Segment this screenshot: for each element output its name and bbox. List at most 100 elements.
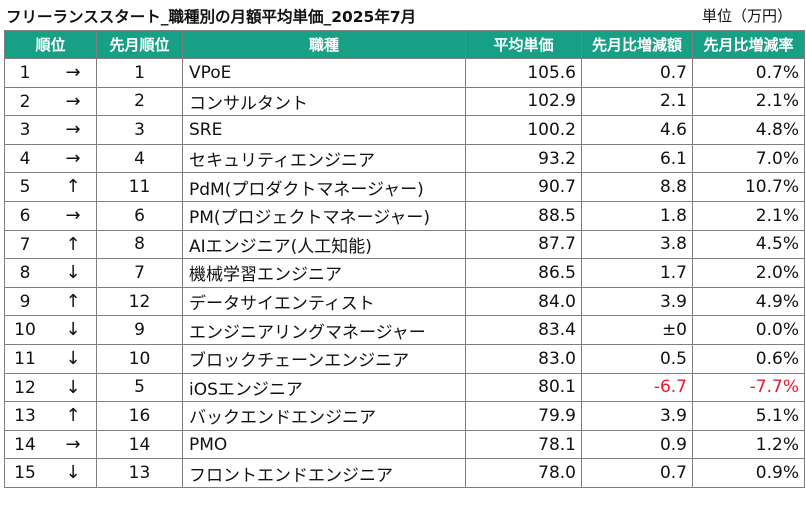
rank-value: 4 — [19, 148, 31, 169]
prev-rank-cell: 16 — [96, 401, 183, 431]
table-row: 13 ↑ 16 バックエンドエンジニア 79.9 3.9 5.1% — [4, 401, 805, 431]
diff-amount-cell: 2.1 — [581, 86, 693, 117]
rank-cell: 3 → — [4, 115, 97, 145]
avg-price-cell: 105.6 — [465, 58, 582, 88]
diff-rate-cell: 1.2% — [692, 429, 805, 460]
avg-price-cell: 93.2 — [465, 143, 582, 174]
diff-amount-cell: ±0 — [581, 315, 693, 345]
diff-amount-cell: 0.5 — [581, 343, 693, 374]
trend-arrow-icon: ↓ — [65, 319, 81, 341]
avg-price-cell: 102.9 — [465, 86, 582, 117]
rank-value: 5 — [19, 177, 31, 198]
rank-cell: 13 ↑ — [4, 401, 97, 431]
table-row: 3 → 3 SRE 100.2 4.6 4.8% — [4, 115, 805, 145]
diff-amount-cell: 0.7 — [581, 458, 693, 488]
trend-arrow-icon: → — [65, 62, 81, 83]
table-row: 4 → 4 セキュリティエンジニア 93.2 6.1 7.0% — [4, 143, 805, 174]
prev-rank-cell: 1 — [96, 58, 183, 88]
table-row: 7 ↑ 8 AIエンジニア(人工知能) 87.7 3.8 4.5% — [4, 229, 805, 260]
rank-cell: 10 ↓ — [4, 315, 97, 345]
table-row: 1 → 1 VPoE 105.6 0.7 0.7% — [4, 58, 805, 88]
job-cell: 機械学習エンジニア — [182, 258, 466, 288]
prev-rank-cell: 5 — [96, 372, 183, 403]
trend-arrow-icon: ↑ — [65, 176, 81, 198]
table-row: 10 ↓ 9 エンジニアリングマネージャー 83.4 ±0 0.0% — [4, 315, 805, 345]
table-row: 15 ↓ 13 フロントエンドエンジニア 78.0 0.7 0.9% — [4, 458, 805, 488]
rank-cell: 5 ↑ — [4, 172, 97, 202]
rank-cell: 11 ↓ — [4, 343, 97, 374]
trend-arrow-icon: → — [65, 147, 81, 169]
table-row: 6 → 6 PM(プロジェクトマネージャー) 88.5 1.8 2.1% — [4, 200, 805, 231]
rank-value: 7 — [19, 234, 31, 255]
avg-price-cell: 79.9 — [465, 401, 582, 431]
table-row: 12 ↓ 5 iOSエンジニア 80.1 -6.7 -7.7% — [4, 372, 805, 403]
table-row: 11 ↓ 10 ブロックチェーンエンジニア 83.0 0.5 0.6% — [4, 343, 805, 374]
diff-rate-cell: 5.1% — [692, 401, 805, 431]
prev-rank-cell: 2 — [96, 86, 183, 117]
table-row: 5 ↑ 11 PdM(プロダクトマネージャー) 90.7 8.8 10.7% — [4, 172, 805, 202]
rank-value: 15 — [14, 463, 36, 484]
job-cell: PMO — [182, 429, 466, 460]
diff-amount-cell: -6.7 — [581, 372, 693, 403]
diff-amount-cell: 3.8 — [581, 229, 693, 260]
job-cell: セキュリティエンジニア — [182, 143, 466, 174]
trend-arrow-icon: ↑ — [65, 405, 81, 427]
avg-price-cell: 88.5 — [465, 200, 582, 231]
prev-rank-cell: 13 — [96, 458, 183, 488]
job-cell: SRE — [182, 115, 466, 145]
rank-value: 9 — [19, 291, 31, 312]
trend-arrow-icon: → — [65, 204, 81, 226]
diff-rate-cell: 4.8% — [692, 115, 805, 145]
diff-rate-cell: 2.0% — [692, 258, 805, 288]
avg-price-cell: 83.0 — [465, 343, 582, 374]
trend-arrow-icon: ↑ — [65, 233, 81, 255]
prev-rank-cell: 7 — [96, 258, 183, 288]
diff-amount-cell: 0.7 — [581, 58, 693, 88]
rank-value: 3 — [19, 120, 31, 141]
rank-cell: 4 → — [4, 143, 97, 174]
rank-value: 10 — [14, 320, 36, 341]
prev-rank-cell: 11 — [96, 172, 183, 202]
trend-arrow-icon: ↓ — [65, 347, 81, 369]
rank-value: 14 — [14, 434, 36, 455]
job-cell: PM(プロジェクトマネージャー) — [182, 200, 466, 231]
table-row: 14 → 14 PMO 78.1 0.9 1.2% — [4, 429, 805, 460]
prev-rank-cell: 10 — [96, 343, 183, 374]
table-header-row: 順位 先月順位 職種 平均単価 先月比増減額 先月比増減率 — [4, 30, 805, 59]
diff-amount-cell: 0.9 — [581, 429, 693, 460]
avg-price-cell: 78.0 — [465, 458, 582, 488]
diff-amount-cell: 4.6 — [581, 115, 693, 145]
rank-value: 6 — [19, 205, 31, 226]
rank-cell: 7 ↑ — [4, 229, 97, 260]
rank-value: 2 — [19, 91, 31, 112]
header-rank: 順位 — [4, 30, 97, 59]
diff-rate-cell: 4.9% — [692, 286, 805, 317]
prev-rank-cell: 6 — [96, 200, 183, 231]
prev-rank-cell: 8 — [96, 229, 183, 260]
diff-amount-cell: 8.8 — [581, 172, 693, 202]
rank-cell: 1 → — [4, 58, 97, 88]
rank-cell: 12 ↓ — [4, 372, 97, 403]
rank-cell: 6 → — [4, 200, 97, 231]
table-row: 9 ↑ 12 データサイエンティスト 84.0 3.9 4.9% — [4, 286, 805, 317]
prev-rank-cell: 4 — [96, 143, 183, 174]
diff-rate-cell: -7.7% — [692, 372, 805, 403]
avg-price-cell: 84.0 — [465, 286, 582, 317]
header-diff-amount: 先月比増減額 — [581, 30, 693, 59]
rank-value: 12 — [14, 377, 36, 398]
rank-value: 8 — [19, 263, 31, 284]
header-diff-rate: 先月比増減率 — [692, 30, 805, 59]
diff-rate-cell: 10.7% — [692, 172, 805, 202]
diff-amount-cell: 6.1 — [581, 143, 693, 174]
header-job: 職種 — [182, 30, 466, 59]
job-cell: エンジニアリングマネージャー — [182, 315, 466, 345]
avg-price-cell: 87.7 — [465, 229, 582, 260]
trend-arrow-icon: → — [65, 119, 81, 141]
job-cell: AIエンジニア(人工知能) — [182, 229, 466, 260]
diff-amount-cell: 1.7 — [581, 258, 693, 288]
avg-price-cell: 83.4 — [465, 315, 582, 345]
job-cell: VPoE — [182, 58, 466, 88]
diff-rate-cell: 2.1% — [692, 86, 805, 117]
ranking-table: 順位 先月順位 職種 平均単価 先月比増減額 先月比増減率 1 → 1 VPoE 105… — [4, 30, 805, 488]
diff-rate-cell: 7.0% — [692, 143, 805, 174]
